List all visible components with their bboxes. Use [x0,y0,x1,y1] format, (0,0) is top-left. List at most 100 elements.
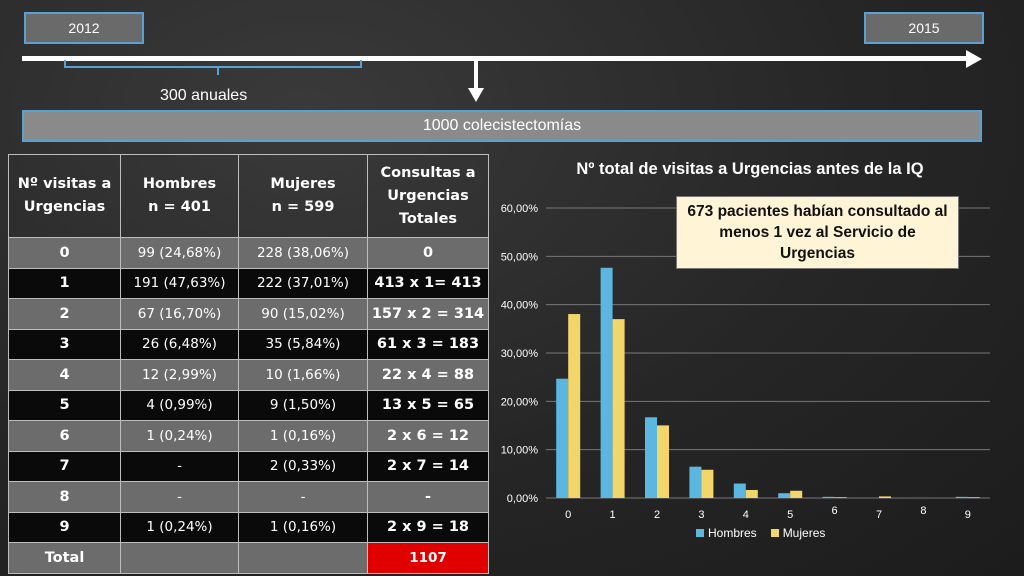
x-tick-label: 8 [920,505,926,517]
y-tick-label: 30,00% [501,348,539,360]
bar-hombres-2 [645,417,657,498]
cell-visits: 6 [8,420,121,452]
bar-mujeres-3 [701,469,714,498]
total-row: Total 1107 [8,542,489,574]
bar-hombres-0 [556,378,569,498]
table-row: 3 26 (6,48%) 35 (5,84%) 61 x 3 = 183 [8,328,489,360]
end-year-box: 2015 [864,12,984,44]
annual-label: 300 anuales [160,87,248,104]
table-row: 8 - - - [8,481,489,513]
cell-totales: 13 x 5 = 65 [367,389,489,421]
x-tick-label: 9 [965,509,971,521]
total-procedures-bar: 1000 colecistectomías [22,110,982,142]
table-row: 2 67 (16,70%) 90 (15,02%) 157 x 2 = 314 [8,298,489,330]
cell-mujeres: 9 (1,50%) [238,389,368,421]
bar-hombres-1 [600,267,613,498]
table-row: 1 191 (47,63%) 222 (37,01%) 413 x 1= 413 [8,267,489,299]
cell-visits: 0 [8,237,121,269]
bar-hombres-4 [733,483,746,498]
cell-totales: 157 x 2 = 314 [367,298,489,330]
legend-item-hombres: Hombres [696,526,757,540]
y-tick-label: 0,00% [507,493,538,505]
y-tick-label: 20,00% [501,396,539,408]
bar-mujeres-7 [879,496,891,498]
total-mujeres-cell [238,542,368,574]
cell-hombres: 4 (0,99%) [120,389,239,421]
x-tick-label: 2 [654,509,660,521]
legend-item-mujeres: Mujeres [770,526,825,540]
cell-totales: 2 x 6 = 12 [367,420,489,452]
y-tick-label: 50,00% [501,251,539,263]
total-procedures-label: 1000 colecistectomías [422,117,582,134]
down-arrow-stem [474,60,478,90]
cell-totales: 2 x 7 = 14 [367,450,489,482]
y-tick-label: 10,00% [501,445,539,457]
cell-hombres: 1 (0,24%) [120,511,239,543]
cell-visits: 2 [8,298,121,330]
cell-hombres: 191 (47,63%) [120,267,239,299]
total-label-cell: Total [8,542,121,574]
cell-visits: 8 [8,481,121,513]
bar-hombres-3 [689,466,702,498]
table-row: 0 99 (24,68%) 228 (38,06%) 0 [8,237,489,269]
bar-mujeres-9 [967,497,980,498]
annual-bracket-tick [217,67,219,75]
bar-mujeres-4 [745,489,758,498]
x-tick-label: 0 [565,509,571,521]
cell-mujeres: 10 (1,66%) [238,359,368,391]
header-mujeres: Mujeres n = 599 [238,154,368,238]
cell-mujeres: 35 (5,84%) [238,328,368,360]
bar-mujeres-0 [568,314,581,498]
cell-totales: - [367,481,489,513]
cell-totales: 22 x 4 = 88 [367,359,489,391]
y-tick-label: 40,00% [501,300,539,312]
cell-visits: 1 [8,267,121,299]
bar-hombres-6 [822,496,835,498]
total-value-cell: 1107 [367,542,489,574]
y-tick-label: 60,00% [501,203,539,215]
cell-mujeres: 222 (37,01%) [238,267,368,299]
legend-swatch-mujeres [770,529,779,537]
x-tick-label: 6 [832,505,838,517]
cell-hombres: 12 (2,99%) [120,359,239,391]
bar-chart: 0,00% 10,00% 20,00% 30,00% 40,00% 50,00% 60,00… [501,203,990,521]
table-row: 6 1 (0,24%) 1 (0,16%) 2 x 6 = 12 [8,420,489,452]
callout-text: 673 pacientes habían consultado al menos… [687,203,948,262]
bar-mujeres-1 [612,319,625,498]
header-visits: Nº visitas a Urgencias [8,154,121,238]
timeline-arrowhead [966,50,982,68]
cell-visits: 9 [8,511,121,543]
cell-mujeres: 1 (0,16%) [238,420,368,452]
cell-hombres: - [120,450,239,482]
x-tick-label: 1 [610,509,616,521]
cell-mujeres: 228 (38,06%) [238,237,368,269]
cell-mujeres: 90 (15,02%) [238,298,368,330]
cell-mujeres: 1 (0,16%) [238,511,368,543]
table-row: 4 12 (2,99%) 10 (1,66%) 22 x 4 = 88 [8,359,489,391]
cell-totales: 61 x 3 = 183 [367,328,489,360]
cell-totales: 413 x 1= 413 [367,267,489,299]
bar-hombres-5 [778,493,791,498]
table-row: 5 4 (0,99%) 9 (1,50%) 13 x 5 = 65 [8,389,489,421]
cell-hombres: 67 (16,70%) [120,298,239,330]
x-tick-label: 4 [743,509,749,521]
cell-visits: 4 [8,359,121,391]
cell-visits: 7 [8,450,121,482]
chart-title: Nº total de visitas a Urgencias antes de… [576,160,924,178]
end-year-label: 2015 [908,20,940,36]
start-year-label: 2012 [68,20,100,36]
total-hombres-cell [120,542,239,574]
table-header-row: Nº visitas a Urgencias Hombres n = 401 M… [8,154,489,238]
callout-box: 673 pacientes habían consultado al menos… [676,196,959,269]
timeline-line [22,56,970,61]
cell-visits: 3 [8,328,121,360]
x-tick-label: 5 [787,509,793,521]
x-tick-label: 3 [698,509,704,521]
x-tick-label: 7 [876,509,882,521]
table-row: 7 - 2 (0,33%) 2 x 7 = 14 [8,450,489,482]
cell-hombres: 26 (6,48%) [120,328,239,360]
cell-mujeres: - [238,481,368,513]
cell-totales: 0 [367,237,489,269]
legend-label-hombres: Hombres [708,526,757,540]
legend-swatch-hombres [696,529,704,537]
